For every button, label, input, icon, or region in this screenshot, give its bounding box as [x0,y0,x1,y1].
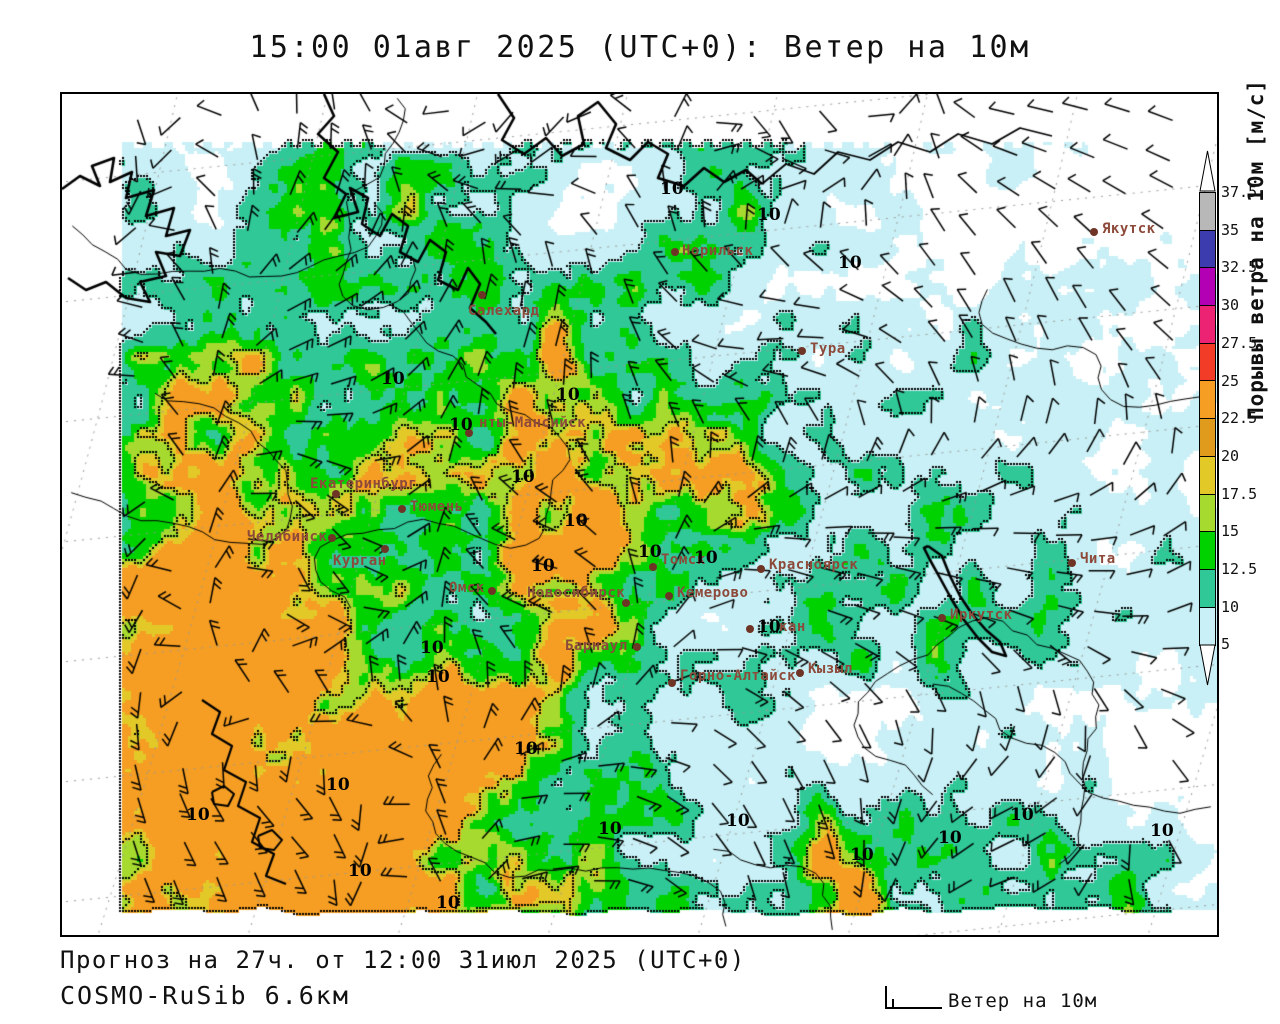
legend-band [1200,532,1215,570]
wind-barb-sample-icon [885,986,942,1009]
legend-tick-label: 30 [1221,296,1240,315]
legend-band [1200,569,1215,608]
legend-arrow-up-icon [1199,150,1216,192]
legend-band [1200,607,1215,646]
legend-colorbar [1199,192,1216,647]
model-info: COSMO-RuSib 6.6км [60,981,350,1010]
legend-band [1200,193,1215,231]
legend-tick-label: 10 [1221,597,1240,616]
legend-band [1200,306,1215,344]
legend-band [1200,494,1215,533]
map-canvas [62,94,1217,935]
legend-band [1200,419,1215,457]
legend-tick-label: 25 [1221,371,1240,390]
legend-tick-label: 5 [1221,635,1231,654]
legend-band [1200,268,1215,307]
legend-band [1200,381,1215,420]
map-frame [60,92,1219,937]
wind-barb-legend: Ветер на 10м [872,980,1272,1020]
legend-tick-label: 27.5 [1221,333,1258,352]
legend-tick-label: 22.5 [1221,409,1258,428]
legend-tick-label: 32.5 [1221,258,1258,277]
legend-tick-label: 15 [1221,522,1240,541]
page-title: 15:00 01авг 2025 (UTC+0): Ветер на 10м [249,30,1031,65]
legend-arrow-down-icon [1199,644,1216,686]
forecast-info: Прогноз на 27ч. от 12:00 31июл 2025 (UTC… [60,946,746,974]
wind-barb-legend-label: Ветер на 10м [948,990,1098,1012]
legend-band [1200,456,1215,495]
legend-tick-label: 20 [1221,446,1240,465]
legend-tick-label: 17.5 [1221,484,1258,503]
legend-band [1200,230,1215,269]
legend-tick-label: 35 [1221,220,1240,239]
legend-tick-label: 12.5 [1221,560,1258,578]
legend-tick-label: 37.5 [1221,183,1258,201]
legend-band [1200,343,1215,382]
